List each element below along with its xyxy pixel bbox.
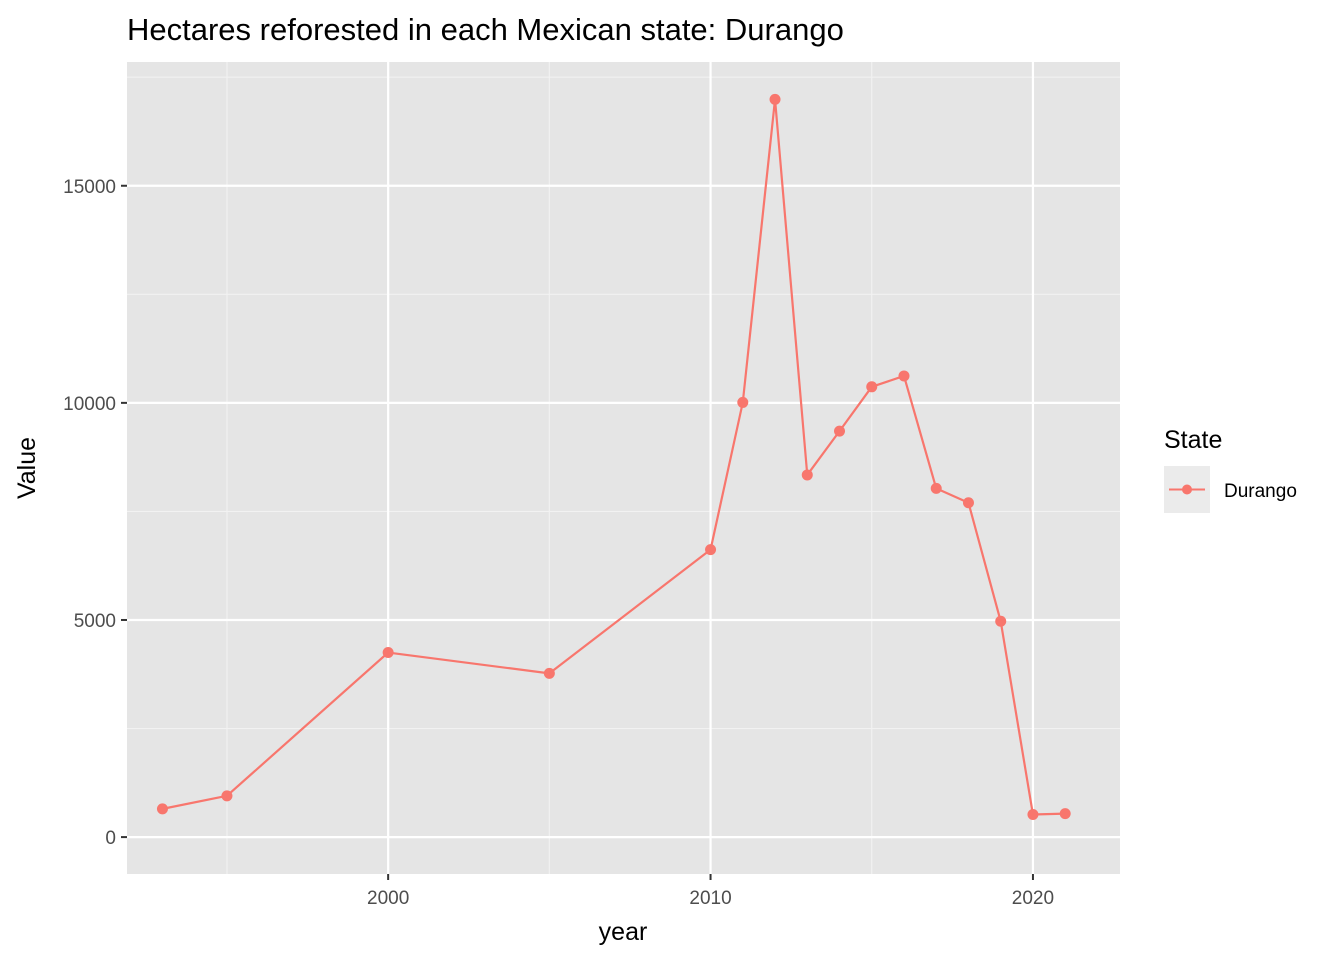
y-axis: 0 5000 10000 15000 xyxy=(63,177,127,849)
legend: State Durango xyxy=(1164,426,1297,513)
x-tick-label: 2010 xyxy=(689,888,731,909)
data-point xyxy=(543,667,555,679)
data-point xyxy=(930,482,942,494)
y-tick-label: 10000 xyxy=(63,394,116,415)
series-line xyxy=(162,98,1066,816)
minor-gridlines xyxy=(127,62,1120,874)
x-tick-label: 2000 xyxy=(367,888,409,909)
y-axis-title: Value xyxy=(13,437,41,499)
data-point xyxy=(801,469,813,481)
data-point xyxy=(221,790,233,802)
major-gridlines xyxy=(127,62,1120,874)
chart-title: Hectares reforested in each Mexican stat… xyxy=(127,12,844,47)
y-tick-label: 15000 xyxy=(63,177,116,198)
legend-label-durango: Durango xyxy=(1224,481,1297,502)
x-tick-label: 2020 xyxy=(1012,888,1054,909)
data-point xyxy=(737,396,749,408)
y-tick-label: 5000 xyxy=(74,611,116,632)
series-layer xyxy=(156,93,1071,821)
x-axis-title: year xyxy=(599,918,648,946)
data-point xyxy=(962,497,974,509)
data-point xyxy=(382,647,394,659)
data-point xyxy=(834,425,846,437)
data-point xyxy=(898,370,910,382)
legend-title: State xyxy=(1164,426,1222,454)
data-point xyxy=(995,615,1007,627)
data-point xyxy=(769,93,781,105)
data-point xyxy=(705,544,717,556)
data-point xyxy=(866,381,878,393)
y-tick-label: 0 xyxy=(105,828,116,849)
legend-key-point xyxy=(1182,484,1192,495)
data-point xyxy=(1027,809,1039,821)
x-axis: 2000 2010 2020 xyxy=(367,874,1054,909)
data-point xyxy=(156,803,168,815)
data-point xyxy=(1059,808,1071,820)
